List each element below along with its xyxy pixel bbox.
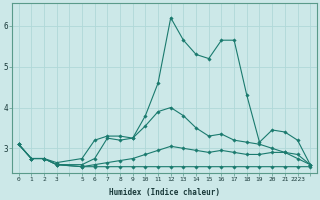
- X-axis label: Humidex (Indice chaleur): Humidex (Indice chaleur): [109, 188, 220, 197]
